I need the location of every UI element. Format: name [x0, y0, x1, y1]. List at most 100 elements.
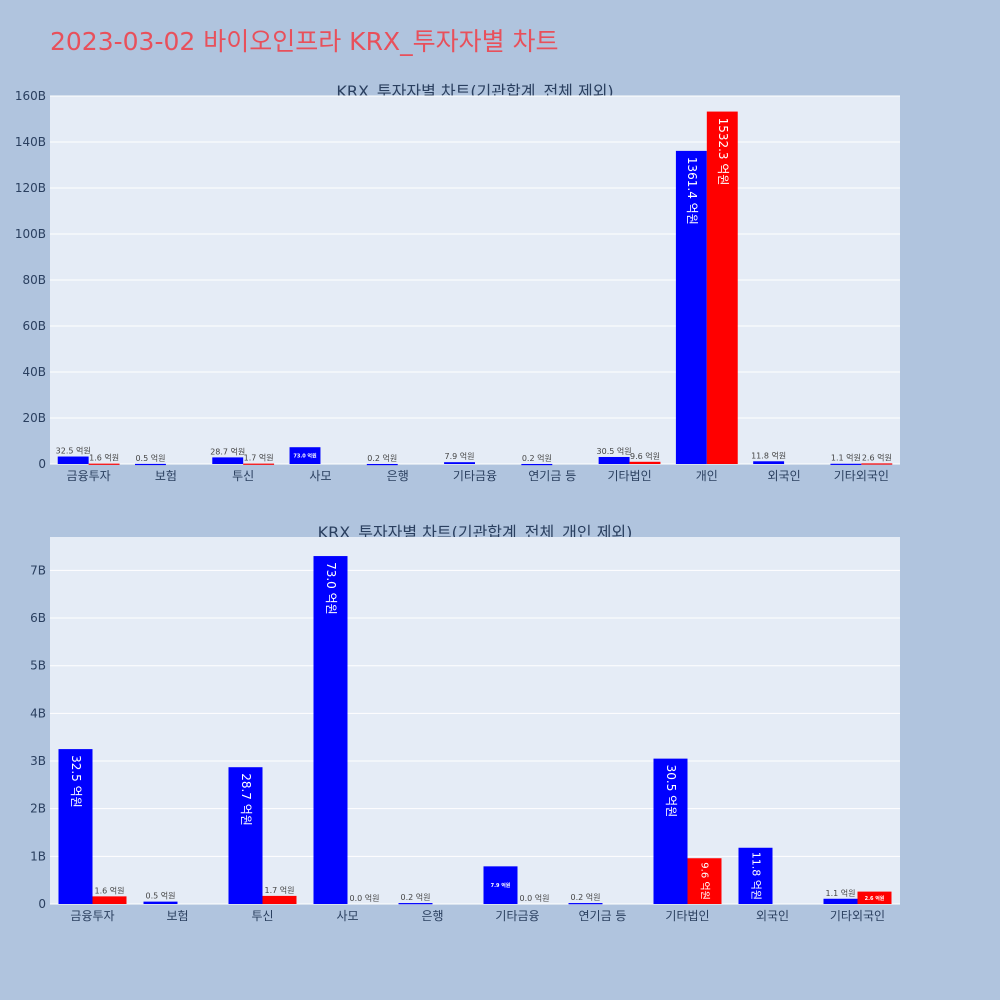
data-label: 7.9 억원 [491, 882, 511, 889]
data-label: 9.6 억원 [630, 451, 660, 461]
x-tick-label: 기타법인 [607, 469, 651, 483]
x-tick-label: 보험 [155, 469, 177, 483]
bar [738, 847, 773, 904]
y-tick-label: 6B [30, 611, 46, 625]
x-tick-label: 개인 [696, 469, 718, 483]
data-label: 7.9 억원 [445, 451, 475, 461]
y-tick-label: 4B [30, 706, 46, 720]
bar [398, 903, 433, 905]
data-label: 0.2 억원 [367, 453, 397, 463]
bar [444, 462, 475, 464]
data-label: 0.0 억원 [350, 893, 380, 903]
x-tick-label: 은행 [421, 908, 443, 923]
data-label: 28.7 억원 [210, 446, 245, 456]
bar [598, 456, 630, 464]
y-tick-label: 80B [22, 273, 46, 287]
data-label: 2.6 억원 [865, 895, 885, 902]
data-label: 73.0 억원 [293, 453, 317, 460]
data-label: 32.5 억원 [69, 755, 83, 808]
data-label: 30.5 억원 [597, 446, 632, 456]
x-tick-label: 외국인 [756, 909, 789, 923]
data-label: 0.2 억원 [401, 892, 431, 902]
bar [830, 463, 862, 465]
bar [243, 463, 275, 465]
data-label: 1.7 억원 [265, 885, 295, 895]
data-label: 1.6 억원 [95, 885, 125, 895]
x-tick-label: 투신 [232, 469, 254, 483]
data-label: 0.5 억원 [135, 453, 165, 463]
bar [58, 749, 93, 904]
bar [57, 456, 89, 464]
bar [687, 858, 722, 904]
y-tick-label: 60B [22, 319, 46, 333]
plot-area [50, 537, 900, 904]
x-tick-label: 금융투자 [70, 909, 114, 923]
bar [289, 447, 321, 464]
y-tick-label: 40B [22, 365, 46, 379]
x-tick-label: 은행 [387, 468, 409, 483]
bar [753, 461, 785, 464]
data-label: 2.6 억원 [862, 452, 892, 462]
bar [88, 463, 120, 465]
x-tick-label: 기타법인 [665, 909, 709, 923]
data-label: 11.8 억원 [750, 852, 763, 900]
y-tick-label: 100B [15, 227, 46, 241]
data-label: 1361.4 억원 [685, 157, 699, 225]
data-label: 11.8 억원 [751, 450, 786, 460]
data-label: 9.6 억원 [699, 862, 711, 900]
x-tick-label: 사모 [309, 469, 331, 483]
data-label: 32.5 억원 [56, 446, 91, 456]
data-label: 0.5 억원 [146, 891, 176, 901]
bar [483, 866, 518, 904]
data-label: 1.1 억원 [826, 888, 856, 898]
bar [629, 461, 661, 464]
bar [228, 767, 263, 904]
data-label: 1.1 억원 [831, 453, 861, 463]
x-tick-label: 기타금융 [495, 909, 539, 923]
x-tick-label: 외국인 [768, 469, 801, 483]
data-label: 1.7 억원 [244, 453, 274, 463]
y-tick-label: 7B [30, 563, 46, 577]
x-tick-label: 투신 [251, 909, 273, 923]
data-label: 0.2 억원 [522, 453, 552, 463]
y-tick-label: 1B [30, 849, 46, 863]
y-tick-label: 2B [30, 802, 46, 816]
y-tick-label: 0 [38, 457, 46, 471]
y-tick-label: 120B [15, 181, 46, 195]
data-label: 0.2 억원 [571, 892, 601, 902]
bar [92, 896, 127, 904]
y-tick-label: 20B [22, 411, 46, 425]
data-label: 28.7 억원 [239, 773, 253, 826]
x-tick-label: 기타외국인 [830, 909, 885, 923]
bar [823, 898, 858, 904]
bar [857, 891, 892, 904]
bar [675, 150, 707, 465]
data-label: 1532.3 억원 [716, 118, 730, 186]
y-tick-label: 3B [30, 754, 46, 768]
bar [262, 895, 297, 904]
x-tick-label: 사모 [336, 909, 358, 923]
bar [521, 463, 553, 466]
y-tick-label: 160B [15, 89, 46, 103]
y-tick-label: 0 [38, 897, 46, 911]
data-label: 73.0 억원 [324, 562, 338, 615]
data-label: 30.5 억원 [664, 765, 678, 818]
data-label: 0.0 억원 [520, 893, 550, 903]
chart-1: 0 20B 40B 60B 80B 100B 120B 140B 160B 금융투자 32.5 억원… [15, 89, 900, 483]
bar [653, 758, 688, 904]
x-tick-label: 연기금 등 [528, 469, 576, 483]
y-tick-label: 140B [15, 135, 46, 149]
bar [143, 901, 178, 904]
bar [366, 463, 398, 466]
bar [568, 903, 603, 905]
bar [212, 457, 244, 464]
bar [313, 556, 348, 904]
x-tick-label: 기타외국인 [834, 469, 889, 483]
x-tick-label: 연기금 등 [579, 909, 627, 923]
bar [861, 463, 893, 465]
bar [135, 463, 166, 466]
x-tick-label: 금융투자 [67, 469, 111, 483]
x-tick-label: 기타금융 [453, 469, 497, 483]
bar [706, 111, 738, 465]
